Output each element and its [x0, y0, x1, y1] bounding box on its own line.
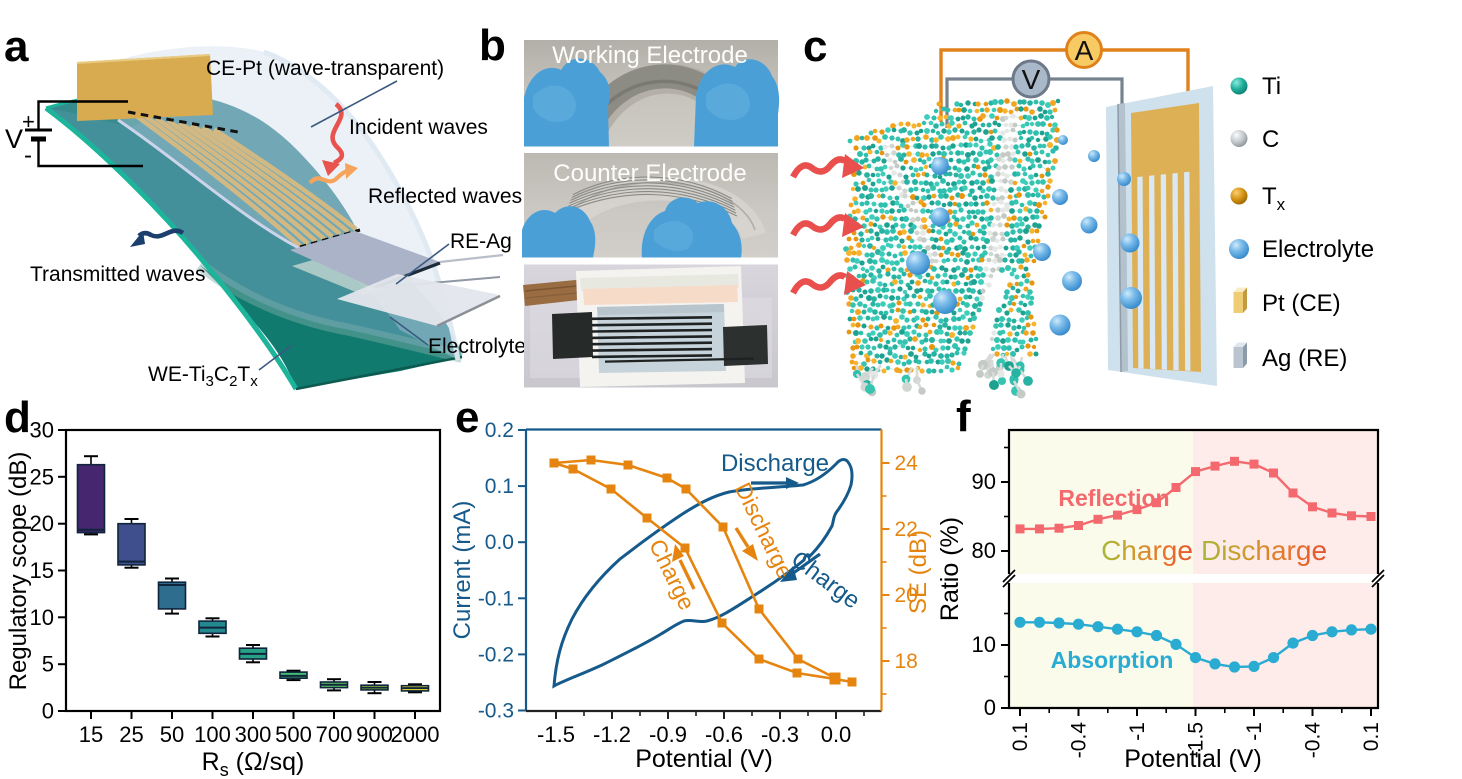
svg-text:-0.3: -0.3 [478, 700, 514, 723]
svg-text:0.1: 0.1 [1009, 722, 1032, 751]
svg-text:Absorption: Absorption [1051, 647, 1174, 673]
svg-text:80: 80 [972, 538, 996, 563]
svg-text:15: 15 [79, 722, 103, 747]
svg-text:Charge: Charge [1101, 535, 1193, 566]
svg-text:5: 5 [42, 652, 54, 677]
svg-text:-0.2: -0.2 [478, 643, 514, 666]
svg-text:0.1: 0.1 [485, 475, 514, 498]
svg-text:Counter Electrode: Counter Electrode [553, 160, 746, 187]
svg-text:-: - [24, 142, 32, 169]
svg-text:-1.5: -1.5 [537, 722, 575, 747]
svg-text:0.0: 0.0 [821, 722, 852, 747]
svg-text:C: C [1262, 126, 1279, 153]
svg-text:-0.9: -0.9 [649, 722, 687, 747]
svg-text:SE (dB): SE (dB) [905, 530, 932, 614]
svg-text:a: a [4, 22, 29, 71]
svg-text:f: f [956, 392, 971, 441]
svg-text:Ag (RE): Ag (RE) [1262, 345, 1347, 372]
svg-text:30: 30 [30, 418, 54, 443]
svg-text:Electrolyte: Electrolyte [1262, 236, 1374, 263]
svg-text:Ti: Ti [1262, 73, 1281, 100]
svg-text:Working Electrode: Working Electrode [552, 42, 748, 69]
svg-text:10: 10 [972, 632, 996, 657]
svg-text:RE-Ag: RE-Ag [450, 230, 512, 253]
svg-text:A: A [1075, 35, 1094, 66]
svg-text:Rs (Ω/sq): Rs (Ω/sq) [202, 748, 305, 779]
svg-text:Discharge: Discharge [1201, 535, 1327, 566]
svg-text:c: c [803, 22, 827, 71]
svg-text:0.0: 0.0 [485, 531, 514, 554]
svg-text:Regulatory scope (dB): Regulatory scope (dB) [5, 452, 32, 691]
svg-text:CE-Pt (wave-transparent): CE-Pt (wave-transparent) [206, 57, 444, 80]
svg-text:700: 700 [316, 722, 353, 747]
svg-text:WE-Ti3C2Tx: WE-Ti3C2Tx [148, 363, 258, 390]
svg-text:15: 15 [30, 558, 54, 583]
svg-text:Potential (V): Potential (V) [1124, 745, 1262, 773]
svg-text:Transmitted waves: Transmitted waves [30, 263, 205, 286]
svg-text:V: V [1022, 64, 1041, 95]
svg-text:Reflected waves: Reflected waves [368, 185, 522, 208]
svg-text:0: 0 [42, 699, 54, 724]
svg-text:300: 300 [235, 722, 272, 747]
svg-text:-0.1: -0.1 [478, 587, 514, 610]
svg-text:18: 18 [895, 650, 918, 673]
svg-text:b: b [479, 21, 506, 70]
svg-text:Potential (V): Potential (V) [635, 745, 773, 773]
svg-text:900: 900 [356, 722, 393, 747]
svg-text:90: 90 [972, 469, 996, 494]
svg-text:-0.4: -0.4 [1302, 722, 1325, 759]
svg-text:50: 50 [160, 722, 184, 747]
svg-text:100: 100 [194, 722, 231, 747]
svg-text:-1.2: -1.2 [593, 722, 631, 747]
svg-text:-1.5: -1.5 [1185, 722, 1208, 758]
svg-text:10: 10 [30, 605, 54, 630]
svg-text:24: 24 [895, 452, 919, 475]
svg-text:20: 20 [30, 511, 54, 536]
svg-text:-1: -1 [1126, 722, 1149, 741]
svg-text:20: 20 [895, 584, 918, 607]
svg-text:Discharge: Discharge [721, 450, 829, 477]
svg-text:0: 0 [984, 695, 996, 720]
svg-text:2000: 2000 [391, 722, 440, 747]
svg-text:e: e [455, 393, 479, 442]
svg-text:-1: -1 [1243, 722, 1266, 741]
svg-text:Electrolyte: Electrolyte [428, 335, 526, 358]
svg-text:+: + [22, 109, 35, 134]
svg-text:0.1: 0.1 [1360, 722, 1383, 751]
svg-text:V: V [5, 124, 23, 154]
svg-text:25: 25 [30, 464, 54, 489]
svg-text:-0.6: -0.6 [705, 722, 743, 747]
svg-text:Ratio (%): Ratio (%) [936, 517, 964, 621]
svg-text:Incident waves: Incident waves [349, 116, 488, 139]
svg-text:Pt (CE): Pt (CE) [1262, 290, 1341, 317]
svg-text:22: 22 [895, 518, 918, 541]
svg-text:Current (mA): Current (mA) [449, 501, 476, 640]
svg-text:-0.3: -0.3 [761, 722, 799, 747]
svg-text:25: 25 [119, 722, 143, 747]
svg-text:500: 500 [275, 722, 312, 747]
svg-text:d: d [4, 393, 31, 442]
svg-text:0.2: 0.2 [485, 419, 514, 442]
svg-text:Reflection: Reflection [1058, 485, 1169, 511]
svg-text:-0.4: -0.4 [1068, 722, 1091, 759]
